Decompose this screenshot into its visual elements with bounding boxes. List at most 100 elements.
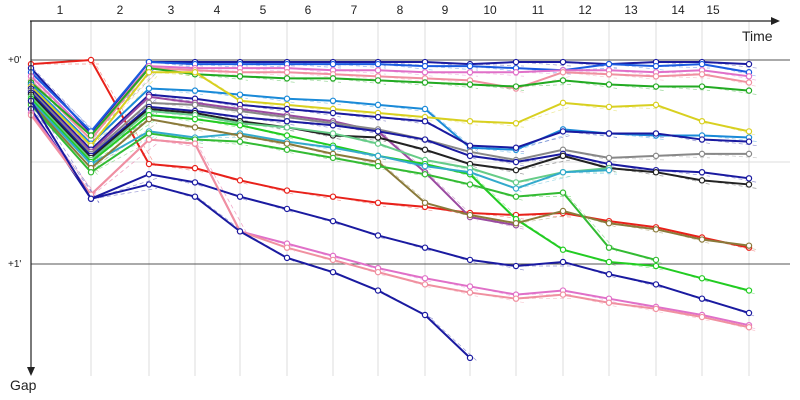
data-point <box>374 232 382 239</box>
data-point <box>374 77 382 84</box>
series-line <box>30 104 657 261</box>
data-point <box>374 134 382 141</box>
data-point <box>605 130 613 137</box>
data-point <box>745 181 753 188</box>
connector-line <box>517 84 572 87</box>
data-point <box>329 193 337 200</box>
y-axis-title: Gap <box>10 377 37 393</box>
data-point <box>145 130 153 137</box>
data-point <box>283 75 291 82</box>
data-point <box>145 115 153 123</box>
y-axis-arrow <box>27 367 35 376</box>
x-tick-label: 12 <box>578 3 592 17</box>
data-point <box>559 77 567 84</box>
data-point <box>283 140 291 147</box>
data-point <box>745 287 753 294</box>
data-point <box>559 291 567 298</box>
series-line <box>30 67 750 137</box>
data-point <box>605 219 613 227</box>
data-point <box>283 205 291 213</box>
data-point <box>374 199 382 206</box>
data-point <box>698 236 706 243</box>
data-point <box>421 69 429 76</box>
data-point <box>466 69 474 76</box>
data-point <box>466 168 474 176</box>
data-point <box>374 268 382 276</box>
data-point <box>652 152 660 160</box>
series-9 <box>27 85 753 153</box>
data-point <box>329 75 337 82</box>
data-point <box>191 140 199 147</box>
data-point <box>283 69 291 76</box>
series-layer <box>27 56 753 362</box>
data-point <box>745 242 753 249</box>
y-tick-label: +1' <box>8 259 21 270</box>
data-point <box>145 181 153 188</box>
data-point <box>605 71 613 78</box>
data-point <box>559 69 567 76</box>
data-point <box>191 101 199 109</box>
data-point <box>698 177 706 184</box>
data-point <box>559 99 567 107</box>
data-point <box>374 113 382 121</box>
x-tick-label: 14 <box>671 3 685 17</box>
series-line <box>30 65 750 137</box>
connector-line <box>32 67 100 138</box>
series-line <box>30 83 750 151</box>
data-point <box>145 93 153 100</box>
x-tick-label: 8 <box>397 3 404 17</box>
x-tick-label: 5 <box>260 3 267 17</box>
data-point <box>745 60 753 68</box>
connector-line <box>564 192 618 252</box>
series-line <box>30 59 750 249</box>
data-point <box>421 171 429 178</box>
data-point <box>329 130 337 137</box>
data-point <box>374 152 382 160</box>
data-point <box>236 138 244 145</box>
data-point <box>421 244 429 251</box>
data-point <box>698 117 706 125</box>
data-point <box>283 95 291 102</box>
data-point <box>745 324 753 331</box>
data-point <box>374 60 382 68</box>
data-point <box>191 193 199 200</box>
data-point <box>559 128 567 135</box>
data-point <box>329 122 337 129</box>
x-tick-label: 6 <box>305 3 312 17</box>
connector-line <box>196 143 249 236</box>
data-point <box>512 83 520 90</box>
data-point <box>605 166 613 174</box>
data-point <box>87 56 95 64</box>
connector-line <box>517 106 572 124</box>
data-point <box>512 166 520 174</box>
data-point <box>283 244 291 251</box>
data-point <box>421 275 429 282</box>
data-point <box>652 101 660 109</box>
data-point <box>698 168 706 176</box>
data-point <box>652 73 660 80</box>
data-point <box>191 124 199 131</box>
data-point <box>745 87 753 94</box>
data-point <box>652 62 660 70</box>
tick-layer: 1 2 3 4 5 6 7 8 9 10 11 12 13 14 15+0'+1' <box>8 3 720 270</box>
data-point <box>605 103 613 111</box>
data-point <box>421 281 429 288</box>
data-point <box>512 120 520 127</box>
series-6 <box>27 64 753 139</box>
data-point <box>559 246 567 253</box>
connector-line <box>196 143 249 236</box>
x-axis-arrow <box>771 17 780 25</box>
data-point <box>698 83 706 90</box>
series-line <box>30 61 750 135</box>
data-point <box>329 97 337 105</box>
data-point <box>421 162 429 170</box>
data-point <box>329 256 337 264</box>
data-point <box>466 152 474 160</box>
data-point <box>374 162 382 170</box>
series-line <box>30 108 750 314</box>
x-axis-title: Time <box>742 28 773 44</box>
x-tick-label: 9 <box>442 3 449 17</box>
data-point <box>329 109 337 117</box>
data-point <box>145 136 153 143</box>
